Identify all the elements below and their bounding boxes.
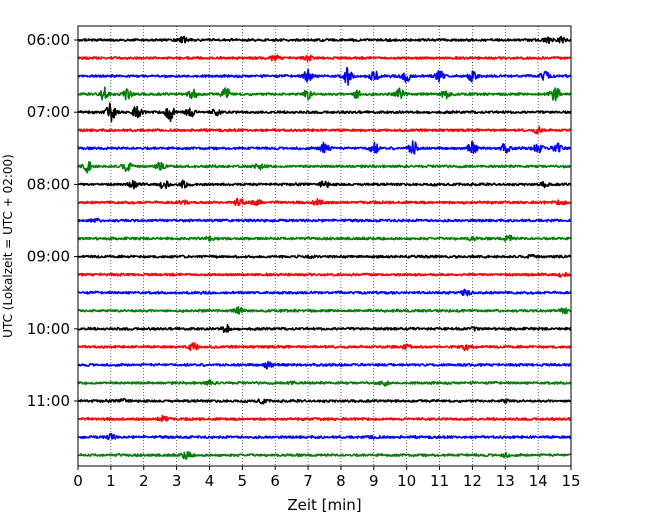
seismogram-trace (77, 161, 572, 174)
x-tick-label: 1 (106, 472, 116, 490)
x-tick-label: 5 (238, 472, 248, 490)
y-tick-label: 10:00 (27, 320, 70, 338)
seismogram-trace (77, 451, 572, 460)
x-tick-label: 9 (369, 472, 379, 490)
minute-gridlines (110, 26, 539, 466)
seismogram-trace (77, 35, 572, 45)
seismogram-trace (77, 217, 572, 223)
x-axis-label: Zeit [min] (287, 496, 361, 514)
x-tick-label: 7 (303, 472, 313, 490)
x-axis-ticks: 0 1 2 3 4 5 6 7 8 9 10 11 12 13 14 15 (73, 466, 581, 490)
seismogram-trace (77, 102, 572, 123)
seismogram-trace (77, 86, 572, 102)
x-tick-label: 15 (561, 472, 580, 490)
seismogram-trace (77, 140, 572, 155)
x-tick-label: 6 (270, 472, 280, 490)
seismogram-trace (77, 179, 572, 190)
x-tick-label: 14 (529, 472, 548, 490)
seismogram-trace (77, 306, 572, 315)
plot-frame (77, 25, 572, 467)
y-tick-label: 07:00 (27, 103, 70, 121)
y-tick-label: 08:00 (27, 175, 70, 193)
x-tick-label: 4 (205, 472, 215, 490)
y-tick-label: 06:00 (27, 31, 70, 49)
y-tick-label: 11:00 (27, 392, 70, 410)
seismogram-trace (77, 272, 572, 278)
x-tick-label: 8 (336, 472, 346, 490)
x-tick-label: 13 (496, 472, 515, 490)
seismogram-trace (77, 125, 572, 135)
seismogram-trace (77, 360, 572, 370)
seismogram-trace (77, 414, 572, 423)
seismogram-trace (77, 197, 572, 207)
seismogram-trace (77, 54, 572, 63)
x-tick-label: 12 (463, 472, 482, 490)
seismogram-trace (77, 234, 572, 242)
x-tick-label: 10 (397, 472, 416, 490)
x-tick-label: 0 (73, 472, 83, 490)
x-tick-label: 11 (430, 472, 449, 490)
y-axis-ticks: 06:00 07:00 08:00 09:00 10:00 11:00 (27, 31, 78, 410)
seismogram-trace (77, 378, 572, 387)
seismogram-trace (77, 253, 572, 260)
seismogram-trace (77, 342, 572, 352)
seismogram-trace (77, 397, 572, 405)
x-tick-label: 3 (172, 472, 182, 490)
seismogram-trace (77, 432, 572, 441)
seismogram-traces (77, 35, 572, 460)
seismogram-trace (77, 66, 572, 86)
seismogram-trace (77, 288, 572, 297)
seismogram-trace (77, 323, 572, 334)
x-tick-label: 2 (139, 472, 149, 490)
y-axis-label: UTC (Lokalzeit = UTC + 02:00) (1, 154, 15, 338)
y-tick-label: 09:00 (27, 248, 70, 266)
